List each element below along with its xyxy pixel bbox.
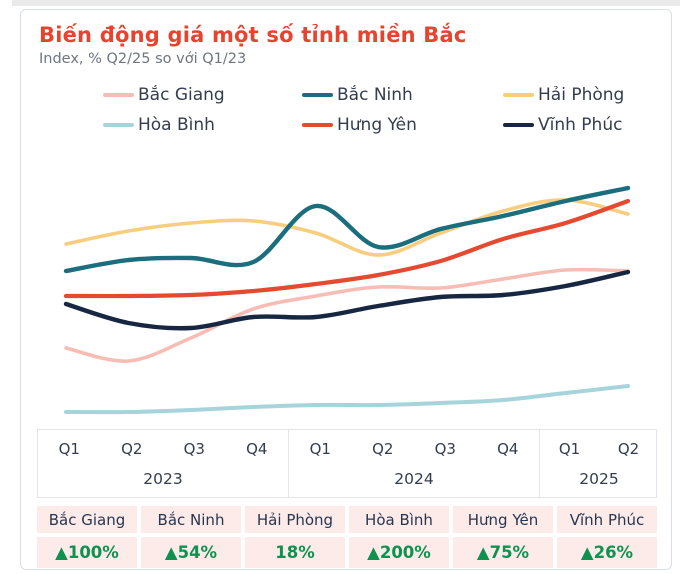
line-hoa-binh: [64, 384, 630, 415]
axis-quarter-label: Q2: [121, 440, 143, 458]
axis-year-label: 2024: [394, 470, 434, 488]
legend-label: Bắc Ninh: [337, 85, 413, 105]
legend-item-vinh-phuc: Vĩnh Phúc: [503, 115, 671, 135]
table-value-hoa-binh: ▲200%: [349, 537, 449, 568]
axis-group-2024: Q1 Q2 Q3 Q4 2024: [288, 430, 539, 497]
legend-item-hung-yen: Hưng Yên: [302, 115, 503, 135]
line-hung-yen: [63, 198, 631, 299]
summary-table: Bắc Giang Bắc Ninh Hải Phòng Hòa Bình Hưng Y…: [37, 506, 657, 568]
legend-label: Vĩnh Phúc: [538, 115, 623, 135]
axis-group-2025: Q1 Q2 2025: [539, 430, 658, 497]
page-top-strip: [12, 0, 680, 6]
legend-item-bac-ninh: Bắc Ninh: [302, 85, 503, 105]
legend-item-bac-giang: Bắc Giang: [103, 85, 302, 105]
quarter-row: Q1 Q2 Q3 Q4: [289, 430, 539, 458]
quarter-row: Q1 Q2: [540, 430, 658, 458]
legend-swatch-icon: [103, 122, 134, 128]
legend-swatch-icon: [103, 92, 134, 98]
x-axis: Q1 Q2 Q3 Q4 2023 Q1 Q2 Q3 Q4 2024 Q1 Q2 2025: [37, 429, 657, 498]
line-bac-ninh: [63, 185, 631, 274]
axis-quarter-label: Q3: [183, 440, 205, 458]
legend-swatch-icon: [302, 92, 333, 98]
axis-quarter-label: Q4: [497, 440, 519, 458]
table-value-hai-phong: 18%: [245, 537, 345, 568]
axis-quarter-label: Q2: [372, 440, 394, 458]
chart-title: Biến động giá một số tỉnh miền Bắc: [39, 23, 467, 47]
axis-quarter-label: Q1: [309, 440, 331, 458]
line-bac-giang: [64, 267, 630, 363]
axis-quarter-label: Q2: [617, 440, 640, 458]
axis-group-2023: Q1 Q2 Q3 Q4 2023: [38, 430, 288, 497]
legend-swatch-icon: [302, 122, 333, 128]
table-header-hai-phong: Hải Phòng: [245, 506, 345, 533]
table-value-hung-yen: ▲75%: [453, 537, 553, 568]
axis-quarter-label: Q3: [434, 440, 456, 458]
table-value-bac-ninh: ▲54%: [141, 537, 241, 568]
legend-label: Hải Phòng: [538, 85, 625, 105]
chart-card: Biến động giá một số tỉnh miền Bắc Index…: [20, 9, 672, 570]
axis-quarter-label: Q1: [558, 440, 581, 458]
table-header-hoa-binh: Hòa Bình: [349, 506, 449, 533]
axis-year-label: 2023: [143, 470, 183, 488]
table-value-vinh-phuc: ▲26%: [557, 537, 657, 568]
table-value-bac-giang: ▲100%: [37, 537, 137, 568]
chart-legend: Bắc Giang Bắc Ninh Hải Phòng Hòa Bình Hưng Y…: [103, 85, 671, 135]
legend-swatch-icon: [503, 92, 534, 98]
legend-label: Bắc Giang: [138, 85, 225, 105]
table-header-bac-giang: Bắc Giang: [37, 506, 137, 533]
line-hai-phong: [64, 198, 630, 257]
axis-year-label: 2025: [579, 470, 619, 488]
legend-label: Hòa Bình: [138, 115, 215, 135]
legend-swatch-icon: [503, 122, 534, 128]
table-header-hung-yen: Hưng Yên: [453, 506, 553, 533]
axis-quarter-label: Q1: [58, 440, 80, 458]
line-vinh-phuc: [63, 269, 631, 331]
quarter-row: Q1 Q2 Q3 Q4: [38, 430, 288, 458]
table-header-vinh-phuc: Vĩnh Phúc: [557, 506, 657, 533]
axis-quarter-label: Q4: [246, 440, 268, 458]
legend-item-hai-phong: Hải Phòng: [503, 85, 671, 105]
table-header-bac-ninh: Bắc Ninh: [141, 506, 241, 533]
chart-subtitle: Index, % Q2/25 so với Q1/23: [39, 51, 247, 67]
legend-label: Hưng Yên: [337, 115, 417, 135]
legend-item-hoa-binh: Hòa Bình: [103, 115, 302, 135]
